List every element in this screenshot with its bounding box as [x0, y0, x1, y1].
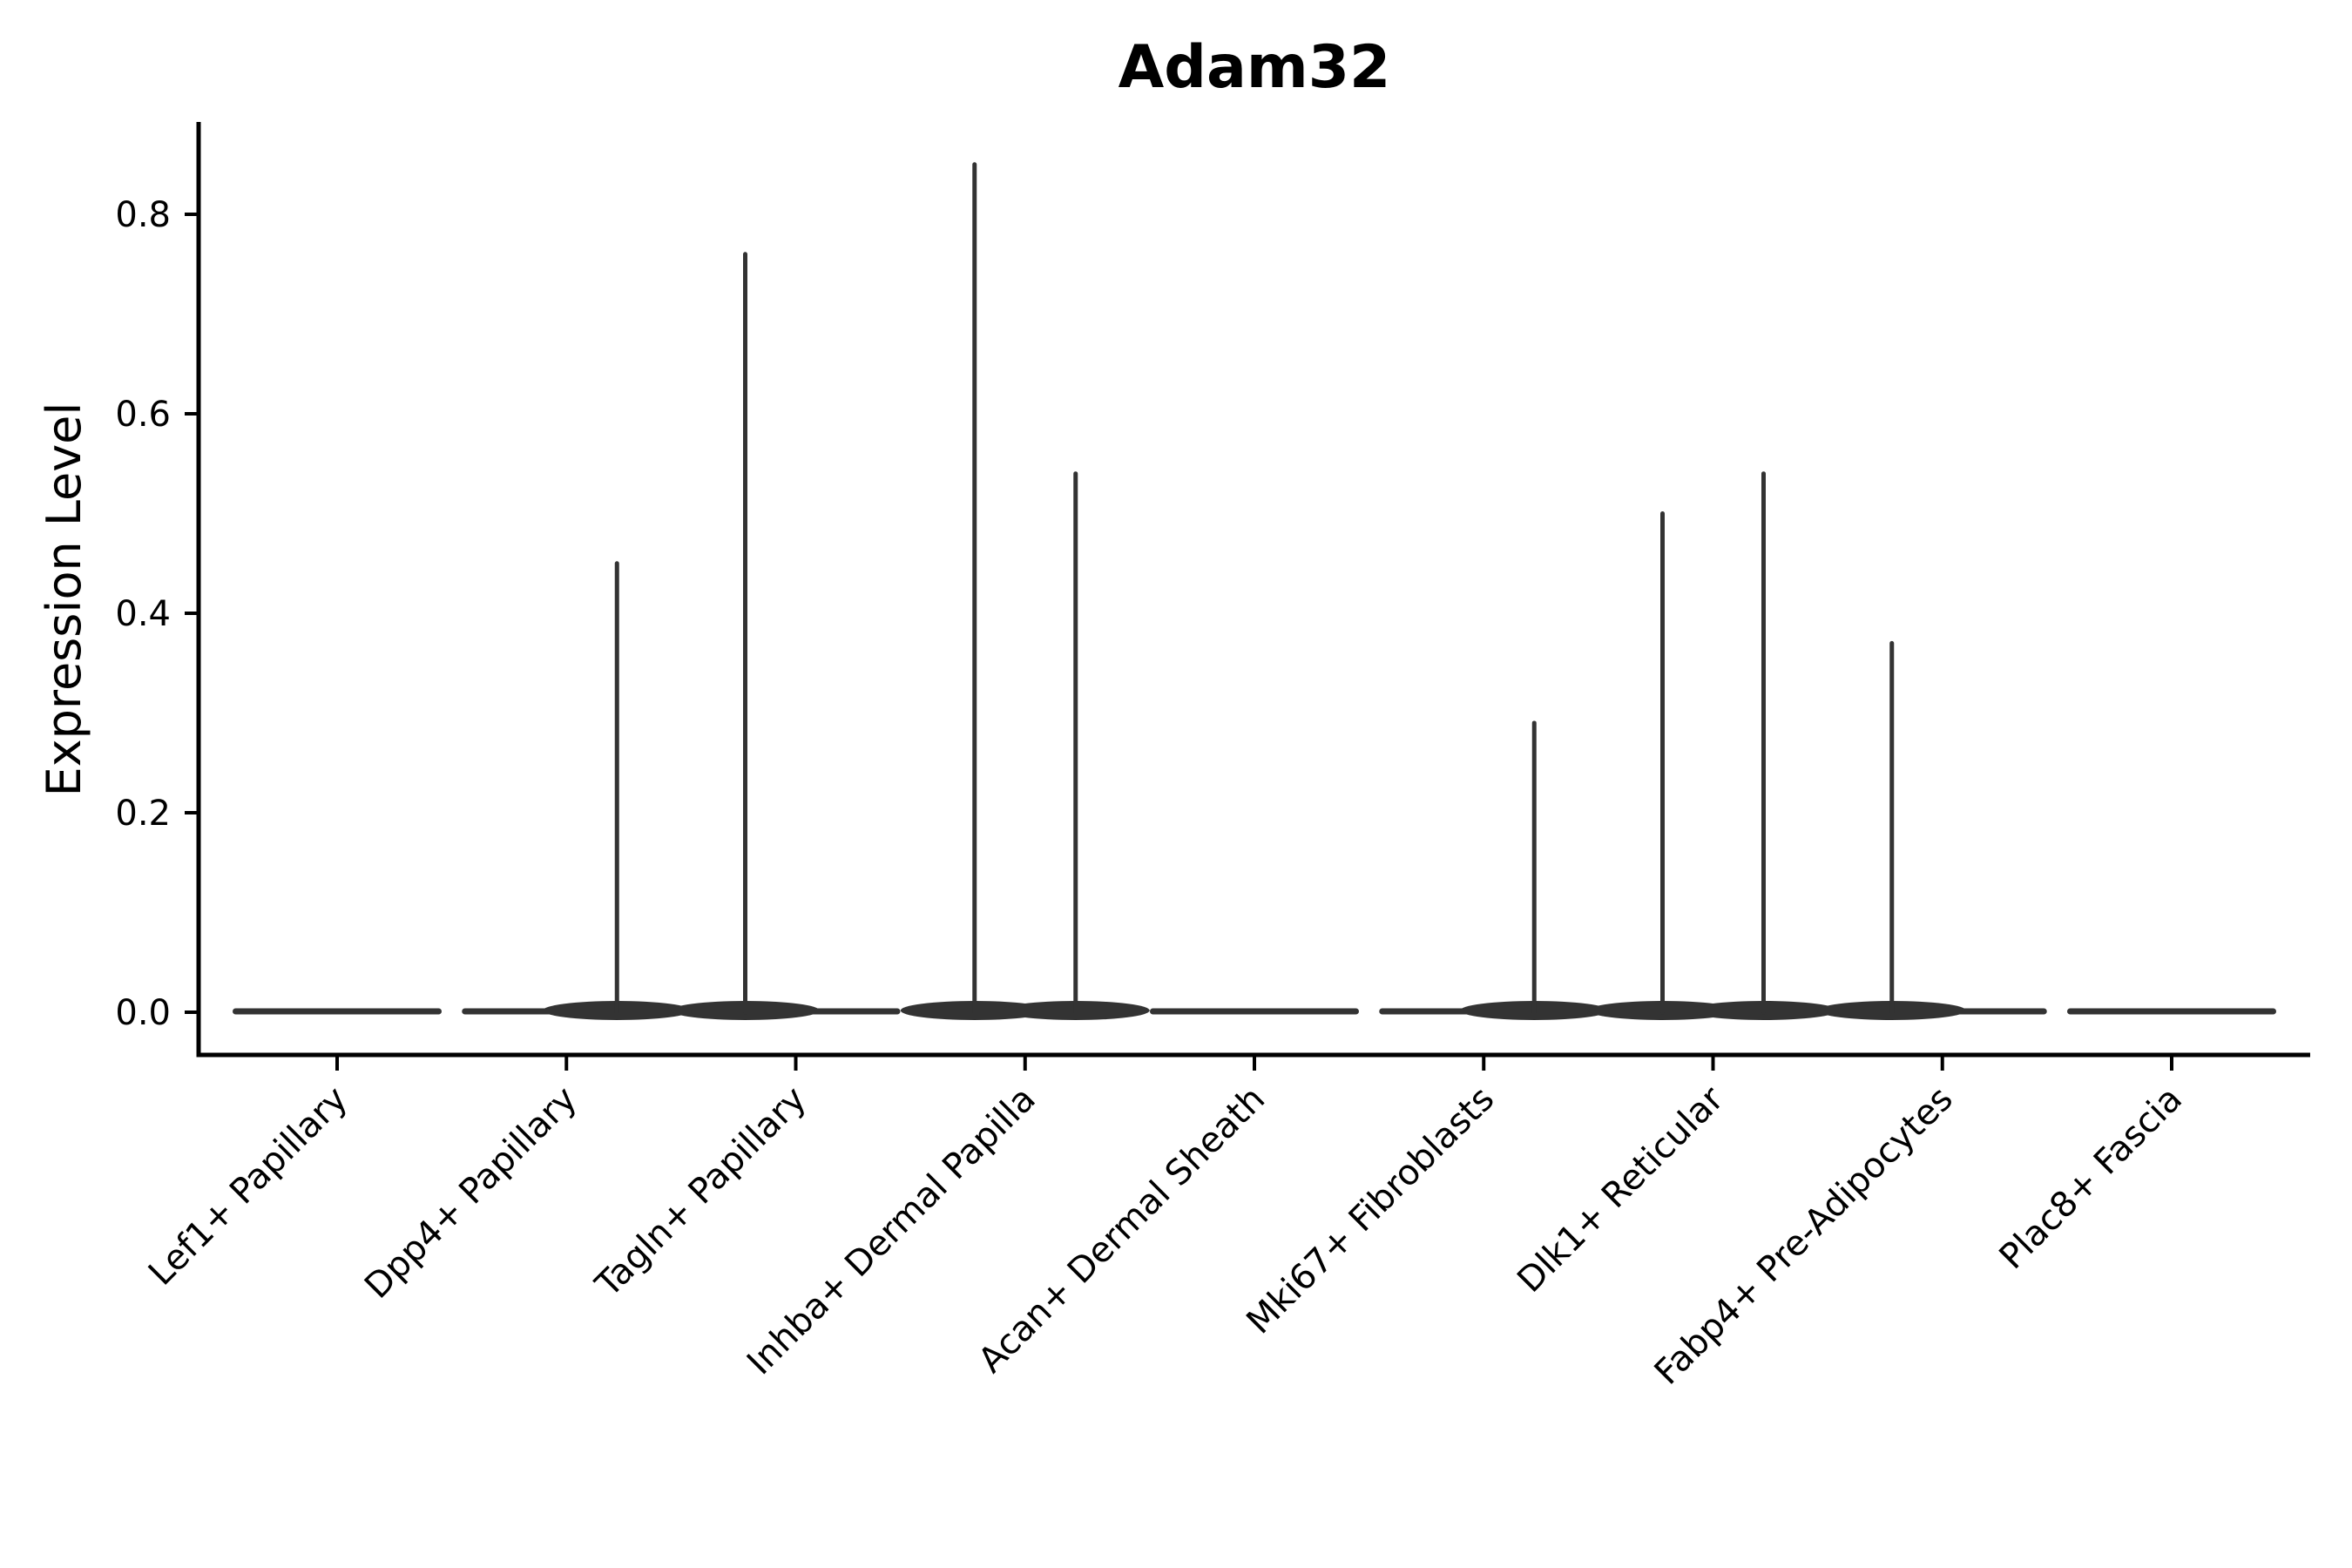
violin	[1150, 1008, 1359, 1015]
violin-base	[691, 1008, 901, 1015]
violin	[1588, 471, 1838, 1020]
y-tick-label: 0.0	[115, 993, 171, 1033]
violin	[1817, 640, 2047, 1020]
violin-base	[1837, 1008, 2047, 1015]
x-tick-label: Dlk1+ Reticular	[1510, 1078, 1732, 1301]
axes: 0.0 0.2 0.4 0.6 0.8 Lef1+ Papillary Dpp4+ Pap…	[115, 122, 2310, 1393]
violin-base	[462, 1008, 672, 1015]
violin-base	[1608, 1008, 1818, 1015]
chart-title: Adam32	[1119, 33, 1391, 102]
violin	[2067, 1008, 2276, 1015]
y-axis-ticks: 0.0 0.2 0.4 0.6 0.8	[115, 195, 199, 1033]
x-tick-label: Plac8+ Fascia	[1992, 1079, 2191, 1278]
violin-base	[1379, 1008, 1589, 1015]
violin	[1379, 720, 1609, 1020]
violin	[462, 561, 692, 1020]
violin	[233, 1008, 442, 1015]
violins	[233, 162, 2276, 1020]
x-tick-label: Dpp4+ Papillary	[357, 1079, 585, 1307]
y-tick-label: 0.4	[115, 594, 171, 634]
x-axis-ticks: Lef1+ Papillary Dpp4+ Papillary Tagln+ Pap…	[141, 1055, 2190, 1393]
y-axis-label: Expression Level	[37, 402, 91, 797]
violin	[900, 162, 1150, 1020]
violin-base	[233, 1008, 442, 1015]
x-tick-label: Mki67+ Fibroblasts	[1239, 1079, 1502, 1342]
x-tick-label: Lef1+ Papillary	[141, 1079, 355, 1294]
violin	[671, 252, 901, 1020]
y-tick-label: 0.8	[115, 195, 171, 235]
y-tick-label: 0.6	[115, 395, 171, 435]
violin-base	[2067, 1008, 2276, 1015]
violin-base	[1150, 1008, 1359, 1015]
y-tick-label: 0.2	[115, 794, 171, 834]
violin-base	[920, 1008, 1130, 1015]
x-tick-label: Tagln+ Papillary	[588, 1079, 814, 1306]
